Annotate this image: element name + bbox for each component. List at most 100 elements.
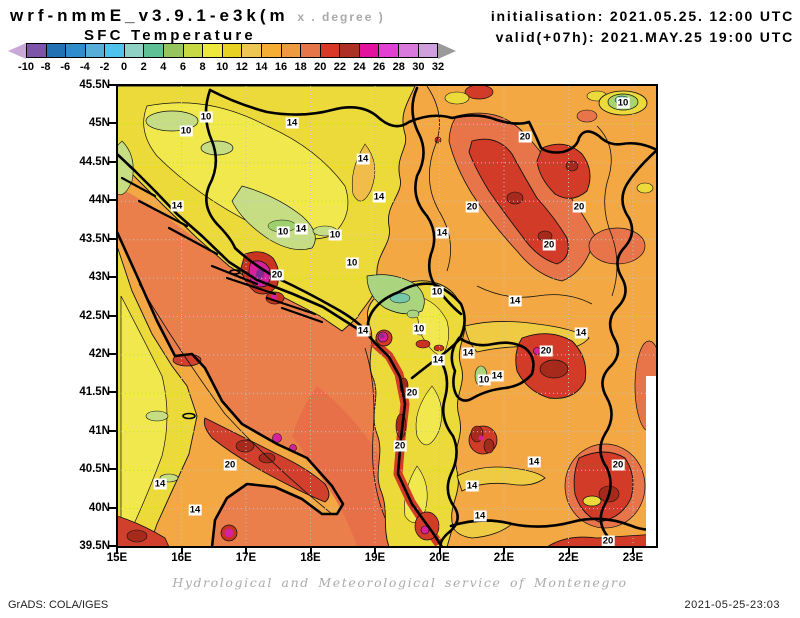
model-title: wrf-nmmE_v3.9.1-e3k(m x . degree ) [10, 6, 385, 26]
colorbar-segment [281, 44, 302, 57]
axis-tick [116, 547, 118, 554]
lon-axis-label: 21E [493, 552, 515, 564]
model-title-text: wrf-nmmE_v3.9.1-e3k(m [10, 6, 289, 25]
axis-tick [109, 391, 116, 394]
axis-tick [109, 199, 116, 202]
colorbar-tick-label: 22 [333, 61, 347, 73]
colorbar-tick-label: 14 [255, 61, 268, 73]
lat-axis-label: 40N [88, 501, 110, 514]
lon-axis-label: 23E [622, 552, 644, 564]
contour-value-label: 10 [276, 226, 290, 238]
lat-axis-label: 43.5N [79, 232, 110, 245]
axis-tick [109, 468, 116, 471]
axis-tick [438, 547, 441, 554]
colorbar-tick-label: 6 [179, 61, 187, 73]
colorbar-segments [26, 43, 438, 58]
lon-axis-label: 20E [429, 552, 450, 564]
contour-value-label: 20 [542, 239, 556, 251]
lon-axis-label: 22E [558, 552, 579, 564]
lat-axis-label: 40.5N [79, 463, 110, 476]
colorbar-segment [27, 44, 47, 57]
lat-axis-label: 42.5N [79, 309, 110, 322]
temperature-map [117, 85, 657, 548]
contour-value-label: 14 [285, 117, 299, 129]
colorbar-segment [46, 44, 67, 57]
lon-axis-label: 17E [235, 552, 257, 564]
lon-axis-label: 15E [106, 552, 128, 564]
axis-tick [109, 276, 116, 279]
contour-value-label: 14 [435, 227, 449, 239]
contour-value-label: 14 [372, 191, 386, 203]
axis-tick [503, 547, 505, 554]
colorbar-segment [320, 44, 341, 57]
contour-value-label: 20 [611, 459, 625, 471]
axis-tick [109, 506, 116, 509]
contour-value-label: 14 [461, 347, 475, 359]
colorbar-tick-label: 4 [160, 61, 167, 73]
contour-value-label: 14 [170, 200, 184, 212]
lat-axis-label: 44.5N [79, 155, 110, 168]
contour-value-label: 14 [356, 153, 370, 165]
axis-tick [180, 547, 183, 554]
valid-line: valid(+07h): 2021.MAY.25 19:00 UTC [495, 29, 794, 45]
colorbar-tick-label: 26 [373, 61, 386, 73]
contour-value-label: 20 [405, 387, 419, 399]
contour-value-label: 10 [179, 125, 193, 137]
colorbar-tick-label: 30 [412, 61, 425, 73]
contour-value-label: 14 [490, 370, 504, 382]
contour-value-label: 10 [430, 286, 444, 298]
colorbar-segment [301, 44, 321, 57]
axis-tick [109, 84, 116, 86]
colorbar-segment [203, 44, 223, 57]
colorbar-tick-label: -2 [99, 61, 110, 73]
lat-axis-label: 42N [88, 347, 110, 360]
colorbar-segment [222, 44, 243, 57]
colorbar-tick-label: -4 [79, 61, 90, 73]
lat-axis-label: 41N [88, 424, 110, 437]
contour-value-label: 10 [616, 97, 630, 109]
lat-axis-label: 44N [88, 194, 110, 207]
contour-value-label: 20 [539, 345, 553, 357]
model-title-note: x . degree ) [297, 10, 385, 24]
colorbar-tick-label: 28 [392, 61, 405, 73]
colorbar-tick-label: 0 [121, 61, 128, 73]
axis-tick [109, 314, 116, 317]
colorbar-tick-label: 10 [216, 61, 229, 73]
colorbar-tick-label: 24 [353, 61, 366, 73]
axis-tick [632, 547, 634, 554]
colorbar-segment [105, 44, 125, 57]
colorbar-tick-label: 2 [140, 61, 147, 73]
map-fill-layer [117, 85, 657, 548]
contour-value-label: 14 [153, 478, 167, 490]
colorbar-segment [183, 44, 204, 57]
colorbar-segment [379, 44, 399, 57]
colorbar-tick-label: -8 [40, 61, 51, 73]
axis-tick [309, 547, 312, 554]
contour-value-label: 20 [465, 201, 479, 213]
lat-axis-label: 45N [88, 117, 110, 130]
contour-value-label: 14 [527, 456, 541, 468]
colorbar-left-arrow [8, 43, 26, 59]
colorbar-right-arrow [438, 43, 456, 59]
contour-value-label: 10 [199, 111, 213, 123]
colorbar-tick-label: 32 [431, 61, 445, 73]
axis-tick [109, 429, 116, 432]
contour-value-label: 14 [574, 327, 588, 339]
contour-value-label: 14 [465, 480, 479, 492]
contour-value-label: 10 [412, 323, 426, 335]
colorbar-segment [85, 44, 106, 57]
contour-value-label: 20 [393, 440, 407, 452]
colorbar-segment [66, 44, 86, 57]
lat-axis-label: 43N [88, 271, 110, 284]
colorbar-segment [164, 44, 184, 57]
colorbar-tick-label: -6 [60, 61, 71, 73]
contour-value-label: 14 [356, 325, 370, 337]
colorbar-segment [261, 44, 282, 57]
contour-value-label: 20 [518, 131, 532, 143]
colorbar-segment [124, 44, 145, 57]
contour-value-label: 14 [294, 223, 308, 235]
colorbar-segment [418, 44, 438, 57]
colorbar-tick-label: -10 [18, 61, 34, 73]
lat-axis-label: 41.5N [79, 386, 110, 399]
contour-value-label: 20 [572, 201, 586, 213]
